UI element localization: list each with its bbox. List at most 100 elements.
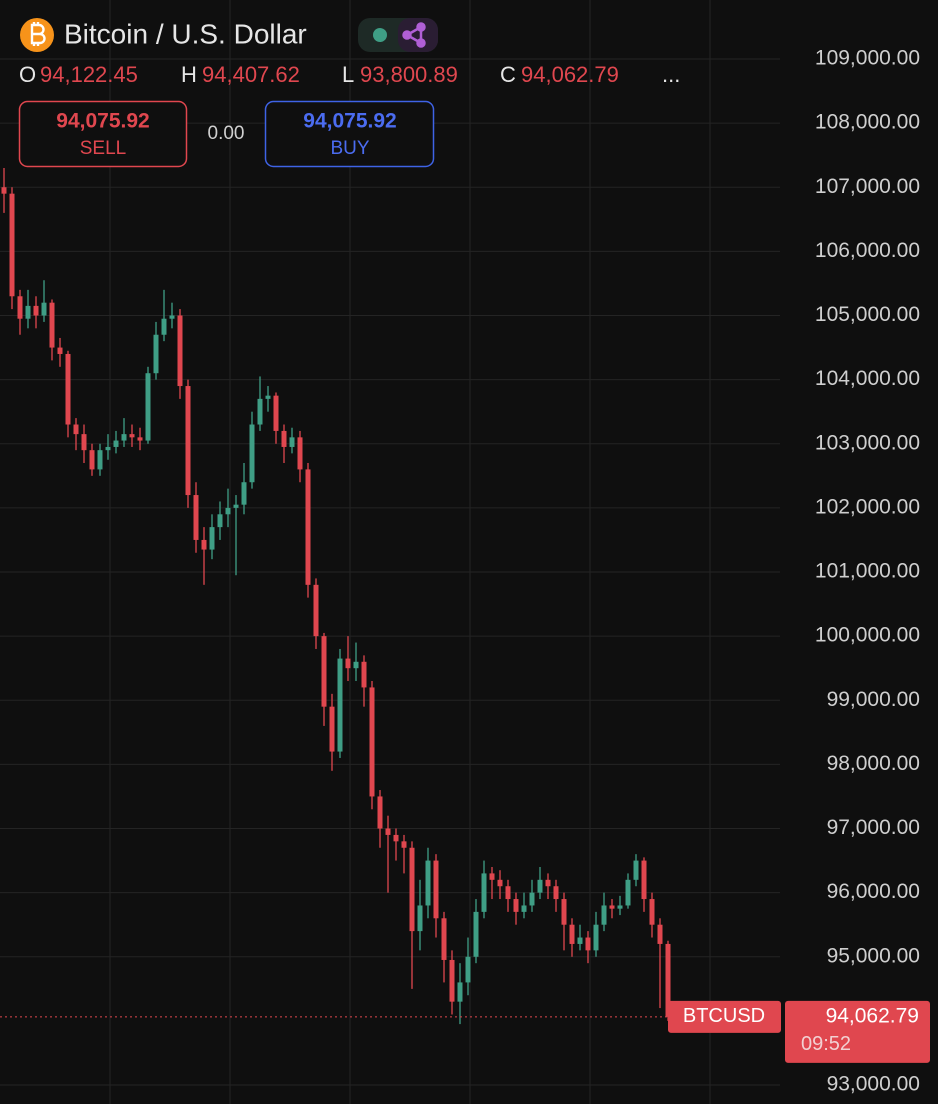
candle-body	[385, 828, 391, 835]
candle-body	[297, 437, 303, 470]
candle-body	[281, 430, 287, 447]
candle-body	[9, 193, 15, 297]
share-icon	[402, 22, 426, 48]
buy-button[interactable]	[264, 100, 435, 168]
y-tick-label: 96,000.00	[827, 880, 920, 903]
ohlc-value: 93,800.89	[360, 62, 458, 87]
price-badge	[785, 1000, 930, 1063]
y-tick-label: 95,000.00	[827, 944, 920, 967]
y-tick-label: 93,000.00	[827, 1073, 920, 1096]
y-tick-label: 106,000.00	[815, 239, 920, 262]
candle-body	[209, 527, 215, 550]
candle-body	[41, 302, 47, 316]
share-pill[interactable]	[398, 18, 438, 52]
ohlc-value: 94,122.45	[40, 62, 138, 87]
candle-body	[513, 899, 519, 912]
candle-body	[665, 943, 671, 1017]
candle-body	[425, 860, 431, 906]
y-tick-label: 100,000.00	[815, 624, 920, 647]
spread: 0.00	[208, 123, 245, 144]
ohlc-legend: O 94,122.45 H 94,407.62 L 93,800.89 C 94…	[19, 62, 680, 87]
candle-body	[257, 398, 263, 425]
candle-body	[321, 636, 327, 707]
y-tick-label: 101,000.00	[815, 560, 920, 583]
candle-body	[265, 395, 271, 399]
buy-price: 94,075.92	[303, 110, 396, 133]
candle-body	[97, 450, 103, 470]
candle-body	[129, 434, 135, 438]
candle-body	[521, 905, 527, 912]
candle-body	[361, 661, 367, 688]
sell-button[interactable]	[18, 100, 188, 168]
candle-body	[153, 334, 159, 374]
candle-body	[577, 937, 583, 944]
candle-body	[345, 658, 351, 669]
y-tick-label: 99,000.00	[827, 688, 920, 711]
y-tick-label: 98,000.00	[827, 752, 920, 775]
candle-body	[105, 446, 111, 451]
chart-title: Bitcoin / U.S. Dollar	[64, 18, 307, 49]
candle-body	[337, 658, 343, 752]
ohlc-more[interactable]: ...	[662, 62, 680, 87]
candle-body	[569, 924, 575, 944]
candle-body	[657, 924, 663, 944]
candles-layer	[1, 168, 671, 1025]
candle-body	[537, 879, 543, 893]
candle-body	[609, 905, 615, 909]
countdown-label: 09:52	[801, 1033, 851, 1055]
candle-body	[225, 507, 231, 515]
candle-body	[441, 918, 447, 960]
y-tick-label: 108,000.00	[815, 111, 920, 134]
candle-body	[33, 305, 39, 316]
candle-body	[65, 353, 71, 425]
candle-body	[137, 437, 143, 441]
ohlc-name: O	[19, 62, 36, 87]
candle-body	[113, 440, 119, 447]
candle-body	[457, 982, 463, 1002]
candle-body	[273, 395, 279, 431]
bitcoin-glyph	[30, 22, 46, 46]
candle-body	[49, 302, 55, 348]
candle-body	[329, 706, 335, 752]
candle-body	[369, 687, 375, 797]
candle-body	[17, 296, 23, 319]
candle-body	[641, 860, 647, 900]
candle-body	[497, 879, 503, 887]
candle-body	[249, 424, 255, 483]
ohlc-name: C	[500, 62, 516, 87]
y-tick-label: 97,000.00	[827, 816, 920, 839]
candle-body	[1, 187, 7, 194]
candle-body	[289, 437, 295, 447]
candle-body	[449, 959, 455, 1002]
candle-body	[489, 873, 495, 880]
candle-body	[233, 504, 239, 508]
candle-body	[89, 450, 95, 470]
overlay-layer: 109,000.00 108,000.00 107,000.00 106,000.00…	[0, 47, 930, 1096]
candle-body	[193, 495, 199, 540]
candle-body	[241, 482, 247, 505]
candle-body	[73, 424, 79, 435]
candle-body	[473, 911, 479, 957]
y-tick-label: 102,000.00	[815, 495, 920, 518]
y-tick-label: 104,000.00	[815, 367, 920, 390]
candle-body	[409, 847, 415, 932]
candle-body	[377, 796, 383, 829]
vertical-grid	[109, 0, 711, 1104]
candle-body	[393, 834, 399, 842]
last-price-label: 94,062.79	[826, 1004, 919, 1027]
candle-body	[625, 879, 631, 906]
candle-body	[121, 434, 127, 441]
status-dot	[373, 28, 387, 42]
candle-body	[593, 924, 599, 951]
candle-body	[169, 315, 175, 319]
y-tick-label: 103,000.00	[815, 431, 920, 454]
y-tick-label: 105,000.00	[815, 303, 920, 326]
candle-body	[81, 434, 87, 451]
candle-body	[313, 584, 319, 637]
candle-body	[353, 661, 359, 669]
ohlc-name: H	[181, 62, 197, 87]
buy-label: BUY	[330, 138, 369, 159]
